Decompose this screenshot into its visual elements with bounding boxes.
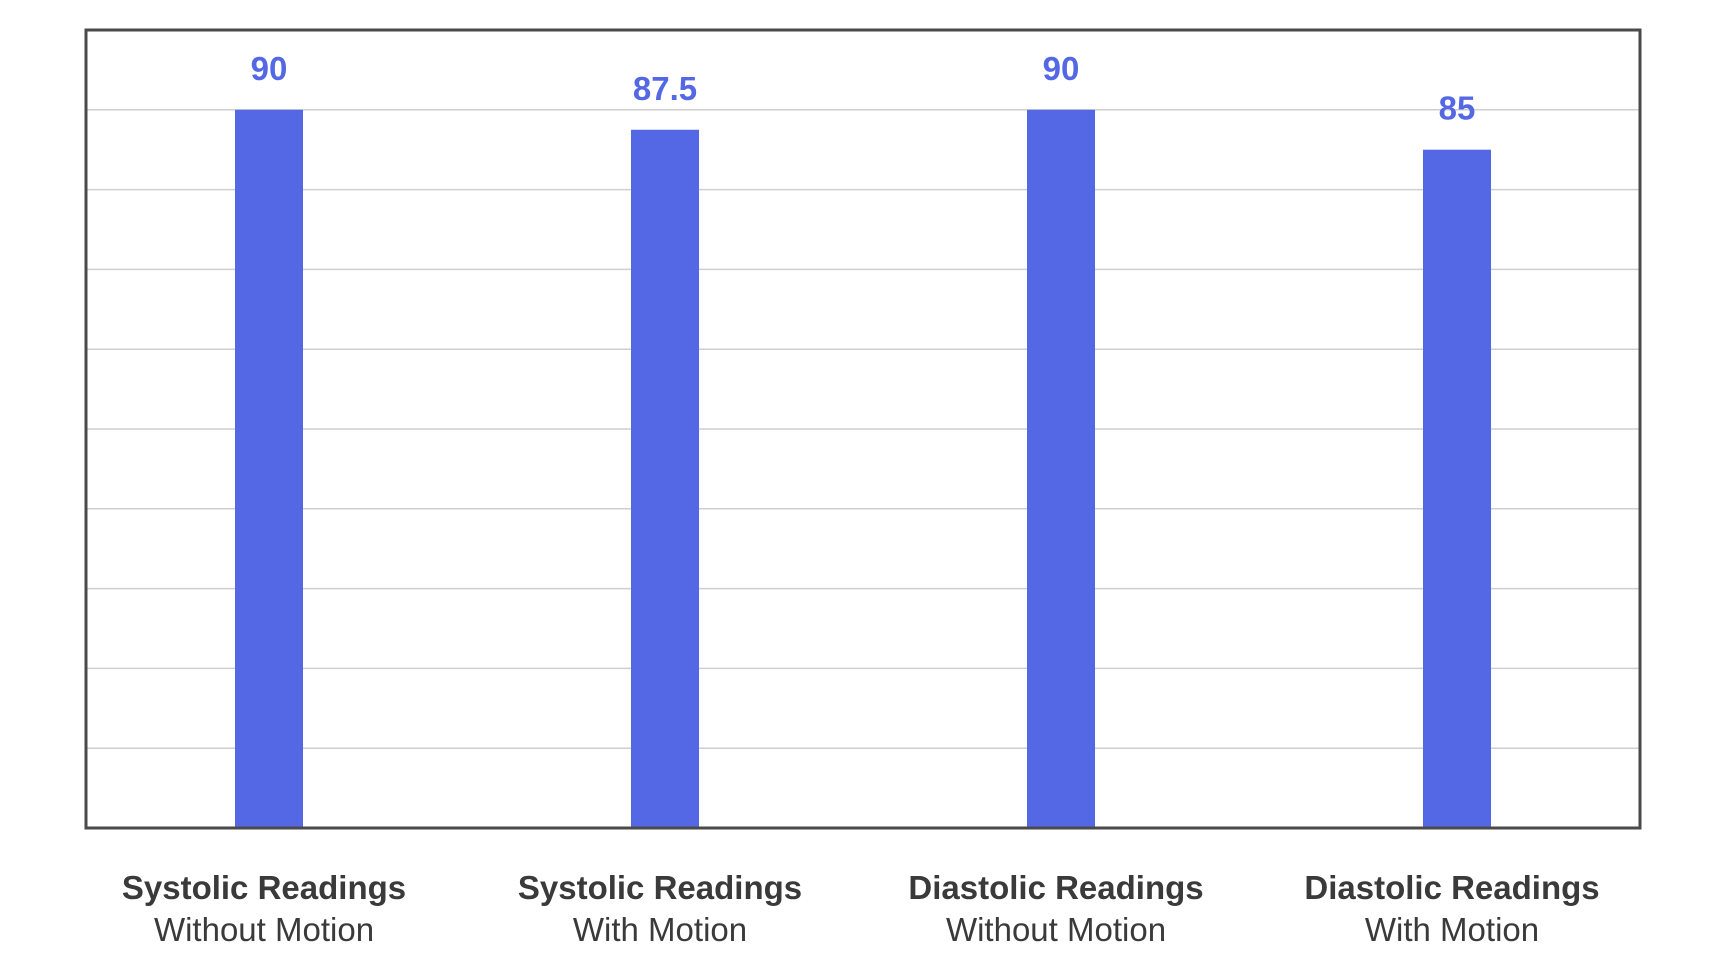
category-label-line1: Systolic Readings xyxy=(518,869,802,906)
data-label: 85 xyxy=(1439,90,1476,127)
category-label-line2: Without Motion xyxy=(154,911,374,948)
bar xyxy=(1423,149,1491,828)
data-label: 90 xyxy=(1043,50,1080,87)
bar xyxy=(631,129,699,828)
category-label-line2: Without Motion xyxy=(946,911,1166,948)
plot-frame xyxy=(84,28,1642,830)
data-label: 87.5 xyxy=(633,70,697,107)
bar xyxy=(235,109,303,829)
category-label-line2: With Motion xyxy=(1365,911,1539,948)
data-labels: 90 87.5 90 85 xyxy=(251,50,1476,127)
category-label-line1: Diastolic Readings xyxy=(908,869,1203,906)
data-label: 90 xyxy=(251,50,288,87)
bars xyxy=(235,109,1491,829)
category-label-line2: With Motion xyxy=(573,911,747,948)
bar xyxy=(1027,109,1095,829)
category-label-line1: Diastolic Readings xyxy=(1304,869,1599,906)
gridlines xyxy=(86,109,1640,749)
category-labels: Systolic Readings Without Motion Systolic … xyxy=(122,869,1600,948)
category-label-line1: Systolic Readings xyxy=(122,869,406,906)
